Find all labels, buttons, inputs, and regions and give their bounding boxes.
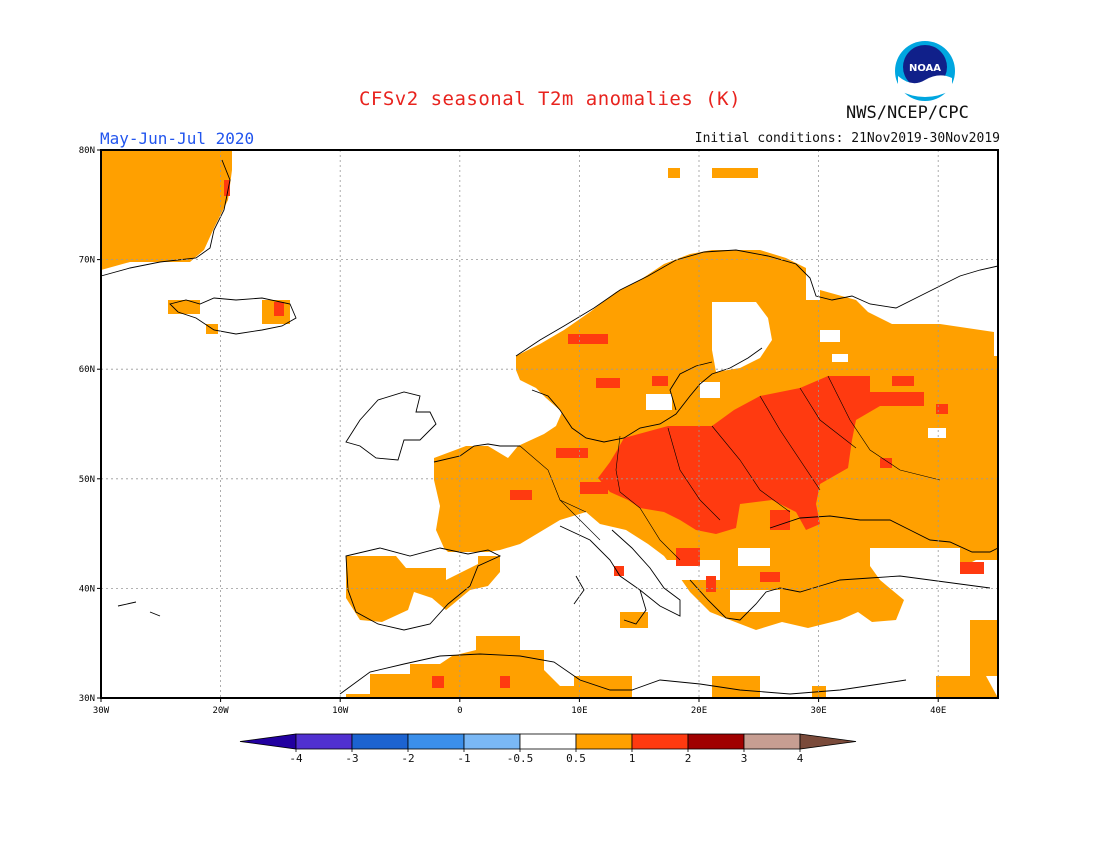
agency-label: NWS/NCEP/CPC [846, 103, 969, 123]
anomaly-zone-1-2 [224, 180, 984, 688]
lon-label: 20W [212, 706, 229, 716]
legend-swatch [575, 733, 633, 750]
legend-swatch [295, 733, 353, 750]
lat-label: 70N [79, 256, 95, 266]
legend-label: 2 [685, 752, 692, 765]
lon-label: 10E [571, 706, 587, 716]
lon-label: 20E [691, 706, 707, 716]
lon-label: 10W [332, 706, 349, 716]
anomaly-zone-0.5-1 [101, 150, 998, 698]
lon-label: 30W [93, 706, 110, 716]
coastlines [100, 159, 999, 695]
legend-swatch [463, 733, 521, 750]
lat-label: 80N [79, 146, 95, 156]
logo-text: NOAA [909, 63, 941, 74]
lat-label: 30N [79, 694, 95, 704]
legend-swatch [351, 733, 409, 750]
latitude-labels: 80N 70N 60N 50N 40N 30N [79, 146, 101, 704]
color-legend: -4 -3 -2 -1 -0.5 0.5 1 2 3 4 [239, 733, 857, 765]
legend-label: -3 [345, 752, 358, 765]
noaa-logo-icon: NOAA [895, 41, 955, 101]
legend-label: -0.5 [507, 752, 534, 765]
legend-label: 3 [741, 752, 748, 765]
legend-swatch [687, 733, 745, 750]
map-title: CFSv2 seasonal T2m anomalies (K) [358, 88, 742, 110]
legend-swatch-gt-4 [799, 733, 857, 750]
longitude-labels: 30W 20W 10W 0 10E 20E 30E 40E [93, 698, 946, 716]
map-frame [100, 149, 999, 699]
lon-label: 30E [810, 706, 826, 716]
legend-swatch [631, 733, 689, 750]
initial-conditions: Initial conditions: 21Nov2019-30Nov2019 [694, 131, 1000, 146]
legend-swatch [407, 733, 465, 750]
legend-swatch-lt-4 [239, 733, 297, 750]
lat-label: 60N [79, 365, 95, 375]
legend-swatch [743, 733, 801, 750]
legend-label: 0.5 [566, 752, 586, 765]
legend-label: 1 [629, 752, 636, 765]
legend-label: -1 [457, 752, 470, 765]
legend-swatch [519, 733, 577, 750]
lon-label: 0 [457, 706, 462, 716]
legend-label: -4 [289, 752, 303, 765]
graticule [101, 150, 998, 698]
lat-label: 50N [79, 475, 95, 485]
legend-label: -2 [401, 752, 414, 765]
country-borders [519, 375, 941, 561]
lat-label: 40N [79, 584, 95, 594]
lon-label: 40E [930, 706, 946, 716]
map-plot [100, 150, 999, 698]
legend-label: 4 [797, 752, 804, 765]
forecast-period: May-Jun-Jul 2020 [100, 129, 255, 148]
